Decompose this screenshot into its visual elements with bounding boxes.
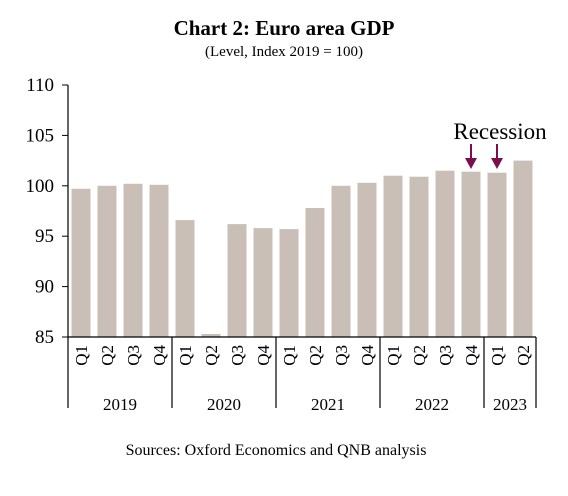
- year-label: 2023: [493, 395, 527, 414]
- bar: [487, 172, 507, 337]
- bar: [279, 229, 299, 337]
- quarter-label: Q3: [228, 345, 247, 366]
- quarter-label: Q2: [202, 345, 221, 366]
- bar: [409, 176, 429, 337]
- year-label: 2019: [103, 395, 137, 414]
- bar: [513, 160, 533, 337]
- quarter-label: Q2: [306, 345, 325, 366]
- bar: [461, 171, 481, 337]
- quarter-label: Q2: [98, 345, 117, 366]
- quarter-label: Q4: [358, 345, 377, 366]
- bar: [383, 175, 403, 337]
- y-tick-label: 100: [26, 176, 55, 197]
- y-tick-label: 95: [35, 226, 54, 247]
- quarter-label: Q1: [72, 345, 91, 366]
- quarter-label: Q2: [514, 345, 533, 366]
- bar: [253, 228, 273, 337]
- chart-subtitle: (Level, Index 2019 = 100): [205, 44, 363, 60]
- quarter-label: Q4: [462, 345, 481, 366]
- year-label: 2020: [207, 395, 241, 414]
- quarter-label: Q1: [280, 345, 299, 366]
- quarter-label: Q3: [332, 345, 351, 366]
- y-tick-label: 90: [35, 277, 54, 298]
- source-note: Sources: Oxford Economics and QNB analys…: [125, 442, 427, 459]
- quarter-label: Q1: [488, 345, 507, 366]
- recession-arrow-head: [465, 158, 477, 169]
- bar: [201, 334, 221, 337]
- bar: [71, 188, 91, 337]
- bar: [123, 183, 143, 337]
- bar: [97, 185, 117, 337]
- y-tick-label: 105: [26, 125, 55, 146]
- quarter-label: Q4: [150, 345, 169, 366]
- chart-title: Chart 2: Euro area GDP: [173, 16, 395, 40]
- bar: [357, 182, 377, 337]
- recession-annotation: Recession: [453, 119, 547, 144]
- y-tick-label: 85: [35, 327, 54, 348]
- quarter-label: Q2: [410, 345, 429, 366]
- quarter-label: Q1: [176, 345, 195, 366]
- year-label: 2021: [311, 395, 345, 414]
- recession-arrow-head: [491, 158, 503, 169]
- quarter-label: Q3: [436, 345, 455, 366]
- bar: [435, 170, 455, 337]
- y-tick-label: 110: [26, 75, 54, 96]
- bar: [175, 220, 195, 337]
- bar: [149, 184, 169, 337]
- bar: [305, 208, 325, 337]
- quarter-label: Q3: [124, 345, 143, 366]
- bar: [227, 224, 247, 337]
- quarter-label: Q4: [254, 345, 273, 366]
- bar: [331, 185, 351, 337]
- quarter-label: Q1: [384, 345, 403, 366]
- year-label: 2022: [415, 395, 449, 414]
